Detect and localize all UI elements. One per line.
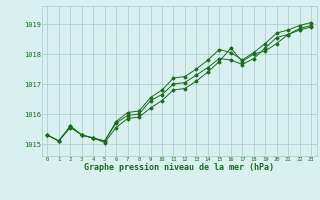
X-axis label: Graphe pression niveau de la mer (hPa): Graphe pression niveau de la mer (hPa) — [84, 163, 274, 172]
